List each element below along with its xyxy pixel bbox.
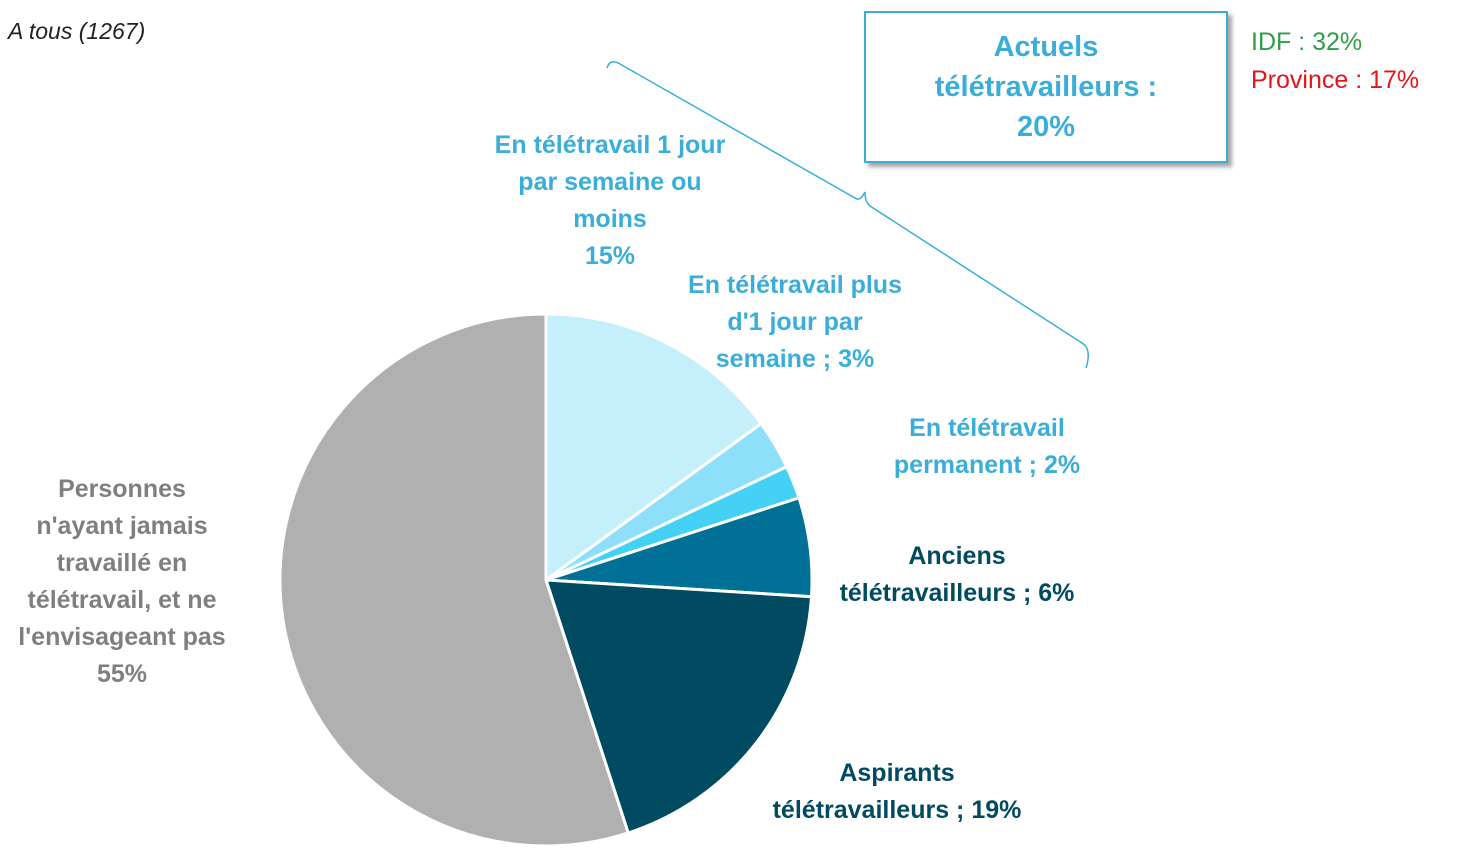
- base-note: A tous (1267): [8, 18, 146, 44]
- slice-label: Personnes n'ayant jamais travaillé en té…: [12, 471, 232, 693]
- slice-value: 3%: [838, 345, 875, 373]
- slice-label: En télétravail 1 jour par semaine ou moi…: [485, 127, 735, 275]
- slice-value: 2%: [1043, 451, 1081, 479]
- slice-value: 6%: [1038, 579, 1075, 607]
- slice-label: Aspirants télétravailleurs ; 19%: [767, 755, 1027, 829]
- slice-name: En télétravail permanent ;: [893, 414, 1065, 479]
- slice-name: Aspirants télétravailleurs ;: [772, 759, 965, 824]
- brace: [606, 61, 1089, 369]
- slice-value: 15%: [584, 242, 636, 270]
- slice-label: En télétravail plus d'1 jour par semaine…: [680, 267, 910, 378]
- slice-value: 55%: [96, 660, 148, 688]
- pie-slice: [544, 312, 764, 583]
- callout: Actuels télétravailleurs : 20%: [864, 11, 1228, 163]
- callout-value: 20%: [1016, 111, 1076, 143]
- slice-name: En télétravail 1 jour par semaine ou moi…: [494, 131, 726, 233]
- slice-label: En télétravail permanent ; 2%: [857, 410, 1117, 484]
- pie-slice: [543, 578, 814, 835]
- pie-slice: [278, 312, 631, 848]
- slice-name: En télétravail plus d'1 jour par semaine…: [688, 271, 902, 373]
- slice-name: Personnes n'ayant jamais travaillé en té…: [18, 475, 226, 651]
- slice-name: Anciens télétravailleurs ;: [839, 542, 1032, 607]
- note: IDF : 32%: [1251, 28, 1363, 56]
- note: Province : 17%: [1251, 66, 1420, 94]
- slice-label: Anciens télétravailleurs ; 6%: [832, 538, 1082, 612]
- slice-value: 19%: [971, 796, 1022, 824]
- callout-title: Actuels télétravailleurs :: [934, 31, 1158, 103]
